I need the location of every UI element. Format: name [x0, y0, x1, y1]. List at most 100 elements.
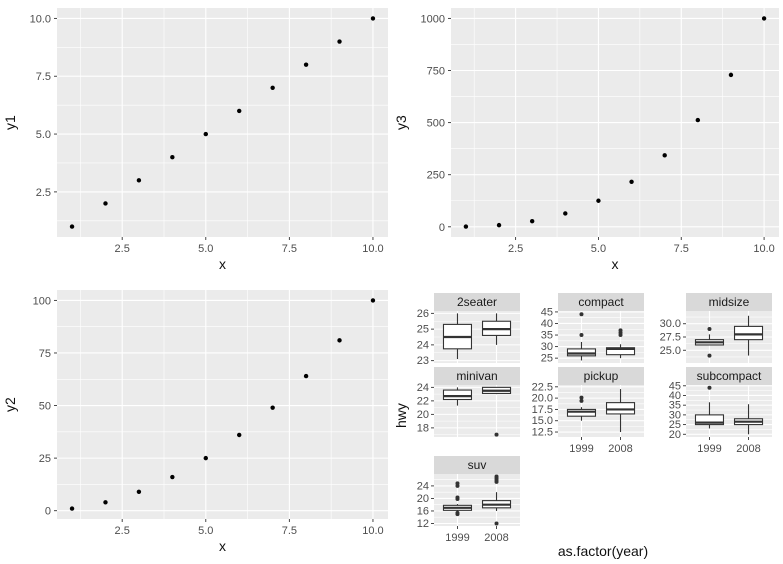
- x-tick-label: 2.5: [115, 243, 130, 255]
- facet-strip: [558, 367, 644, 385]
- y-tick-label: 12: [417, 518, 429, 530]
- data-point: [337, 338, 342, 343]
- outlier-point: [494, 521, 499, 526]
- outlier-point: [707, 353, 712, 358]
- y-tick-label: 22.5: [532, 381, 553, 393]
- facet-label: pickup: [584, 369, 619, 383]
- outlier-point: [455, 495, 460, 500]
- y-tick-label: 2.5: [36, 187, 51, 199]
- plot-panel: [57, 290, 388, 519]
- data-point: [237, 432, 242, 438]
- boxplot-box: [566, 408, 597, 417]
- scatter-plot-y2-figure: 2.5 5.0 7.5 10.0 0 25 50 75 100 y2 x: [0, 282, 391, 564]
- data-point: [103, 500, 108, 505]
- y-tick-label: 50: [39, 401, 51, 413]
- y-tick-label: 20.0: [532, 393, 553, 405]
- data-point: [496, 222, 502, 228]
- x-tick-label: 1999: [569, 443, 593, 455]
- facet-label: suv: [468, 458, 487, 472]
- y-tick-label: 45: [669, 380, 681, 392]
- facet-label: midsize: [709, 295, 750, 309]
- data-point: [629, 179, 634, 184]
- plot-panel: [57, 8, 388, 237]
- scatter-plot-y3: 2.5 5.0 7.5 10.0 0 250 500 750 1000: [421, 8, 779, 255]
- x-axis-title-x: x: [219, 256, 226, 272]
- data-point: [270, 405, 275, 410]
- x-tick-label: 2.5: [508, 243, 523, 255]
- x-axis-title-x: x: [611, 256, 619, 272]
- boxplot-box: [442, 389, 473, 401]
- y-tick-label: 30: [669, 409, 681, 421]
- y-tick-label: 17.5: [532, 404, 553, 416]
- y-tick-label: 22: [417, 395, 429, 407]
- outlier-point: [455, 481, 460, 486]
- scatter-plot-y1-figure: 2.5 5.0 7.5 10.0 2.5 5.0 7.5 10.0 y1 x: [0, 0, 391, 282]
- facet-boxplot-figure: 2seater 23 24 25 26 compact 25 30 35 40 45 midsize 2…: [391, 282, 782, 564]
- facet-strip: [434, 367, 520, 385]
- data-point: [695, 117, 701, 123]
- x-tick-label: 10.0: [753, 243, 774, 255]
- y-tick-label: 5.0: [36, 129, 51, 141]
- y-tick-label: 100: [33, 295, 51, 307]
- scatter-plot-y3-figure: 2.5 5.0 7.5 10.0 0 250 500 750 1000 y3 x: [391, 0, 782, 282]
- facet-label: minivan: [456, 369, 497, 383]
- data-point: [103, 201, 108, 206]
- y-tick-label: 25: [39, 453, 51, 465]
- facet-strip: [686, 293, 772, 311]
- x-tick-label: 5.0: [591, 243, 606, 255]
- y-axis-title-y1: y1: [2, 115, 18, 130]
- facet-strip: [434, 456, 520, 474]
- y-tick-label: 40: [669, 390, 681, 402]
- x-tick-label: 2.5: [115, 525, 130, 537]
- data-point: [237, 108, 242, 114]
- x-tick-label: 7.5: [282, 525, 297, 537]
- outlier-point: [494, 432, 499, 437]
- facet-panel: [686, 385, 772, 437]
- y-tick-label: 30.0: [660, 318, 681, 330]
- y-axis-title-y2: y2: [2, 397, 18, 412]
- facet-strip: [686, 367, 772, 385]
- y-tick-label: 24: [417, 339, 429, 351]
- data-point: [337, 39, 342, 44]
- outlier-point: [707, 385, 712, 390]
- y-tick-label: 20: [417, 409, 429, 421]
- data-point: [728, 72, 734, 78]
- data-point: [563, 211, 568, 216]
- y-tick-label: 750: [427, 66, 445, 78]
- y-tick-label: 45: [541, 306, 553, 318]
- y-tick-label: 23: [417, 355, 429, 367]
- y-tick-label: 25: [541, 353, 553, 365]
- data-point: [463, 224, 469, 229]
- data-point: [303, 373, 309, 379]
- outlier-point: [579, 333, 584, 338]
- data-point: [69, 224, 75, 229]
- data-point: [136, 489, 142, 494]
- facet-label: compact: [578, 295, 624, 309]
- data-point: [270, 85, 275, 91]
- data-point: [170, 474, 175, 480]
- y-tick-label: 250: [427, 170, 445, 182]
- boxplot-box: [605, 347, 636, 356]
- y-tick-label: 35: [541, 330, 553, 342]
- data-point: [529, 218, 535, 224]
- facet-strip: [434, 293, 520, 311]
- data-point: [303, 62, 309, 67]
- x-tick-label: 10.0: [362, 243, 383, 255]
- data-point: [170, 154, 175, 160]
- data-point: [370, 298, 376, 303]
- boxplot-box: [566, 348, 597, 357]
- data-point: [136, 178, 142, 183]
- boxplot-box: [733, 325, 764, 341]
- y-tick-label: 40: [541, 318, 553, 330]
- y-tick-label: 16: [417, 505, 429, 517]
- y-tick-label: 24: [417, 382, 429, 394]
- y-tick-label: 24: [417, 480, 429, 492]
- outlier-point: [579, 395, 584, 400]
- outlier-point: [455, 510, 460, 515]
- scatter-plot-y2: 2.5 5.0 7.5 10.0 0 25 50 75 100: [33, 290, 388, 537]
- outlier-point: [707, 327, 712, 332]
- x-axis-title-x: x: [219, 538, 226, 554]
- y-tick-label: 20: [417, 493, 429, 505]
- outlier-point: [579, 312, 584, 317]
